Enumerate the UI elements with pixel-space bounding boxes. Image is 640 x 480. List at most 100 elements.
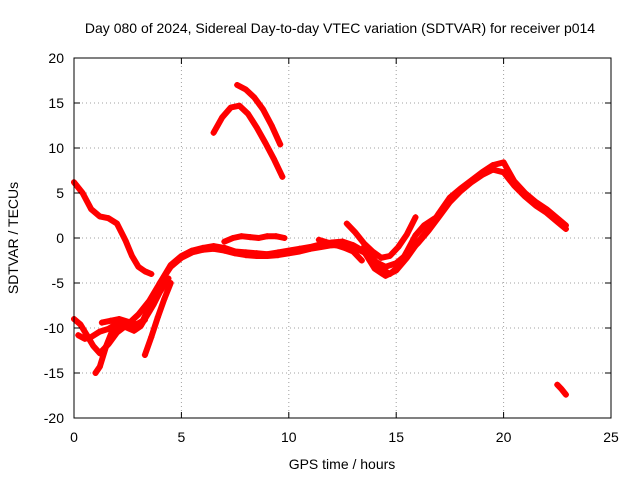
data-point <box>199 244 206 251</box>
data-series-arc-13 <box>554 381 569 398</box>
data-point <box>122 237 129 244</box>
data-point <box>244 110 251 117</box>
data-point <box>558 386 565 393</box>
data-point <box>562 391 569 398</box>
data-point <box>210 243 217 250</box>
data-point <box>210 129 217 136</box>
data-point <box>124 318 131 325</box>
data-point <box>242 249 249 256</box>
data-point <box>81 335 88 342</box>
x-tick-label: 15 <box>388 429 404 445</box>
data-point <box>253 124 260 131</box>
data-point <box>315 236 322 243</box>
data-point <box>98 319 105 326</box>
data-point <box>446 194 453 201</box>
data-point <box>133 321 140 328</box>
data-point <box>227 104 234 111</box>
data-point <box>296 245 303 252</box>
data-point <box>262 139 269 146</box>
data-point <box>378 254 385 261</box>
data-point <box>369 254 376 261</box>
data-point <box>238 233 245 240</box>
data-point <box>90 343 97 349</box>
data-point <box>511 178 518 185</box>
data-point <box>109 326 116 333</box>
data-series-arc-9 <box>221 233 288 245</box>
data-point <box>414 239 421 246</box>
data-point <box>403 248 410 255</box>
data-point <box>395 244 402 250</box>
data-point <box>479 169 486 176</box>
data-point <box>113 329 120 336</box>
data-point <box>253 250 260 257</box>
data-point <box>275 249 282 256</box>
data-point <box>352 229 359 236</box>
data-point <box>135 263 142 270</box>
data-point <box>141 352 148 358</box>
data-point <box>242 86 249 93</box>
data-point <box>436 209 443 216</box>
data-series-arc-11 <box>343 214 419 261</box>
data-layer <box>71 82 569 398</box>
data-point <box>350 248 357 255</box>
data-series-arc-6 <box>141 280 174 358</box>
data-point <box>333 242 340 249</box>
data-point <box>412 214 419 221</box>
y-tick-label: 20 <box>48 50 64 66</box>
data-point <box>131 327 138 334</box>
data-series-arc-7 <box>210 102 286 180</box>
data-point <box>219 114 226 121</box>
data-point <box>77 321 84 328</box>
y-tick-label: -10 <box>44 320 64 336</box>
data-point <box>425 226 432 232</box>
data-point <box>281 235 288 241</box>
x-tick-label: 25 <box>603 429 619 445</box>
data-point <box>500 159 507 166</box>
data-point <box>360 244 367 250</box>
data-point <box>88 206 95 213</box>
data-series-arc-5 <box>98 316 148 328</box>
data-point <box>251 94 258 101</box>
y-tick-label: -5 <box>52 275 65 291</box>
data-point <box>343 220 350 227</box>
data-series-arc-8 <box>234 82 284 148</box>
y-tick-label: -15 <box>44 365 64 381</box>
data-point <box>135 311 142 318</box>
data-series-arc-12 <box>360 215 438 277</box>
y-tick-label: 5 <box>56 185 64 201</box>
data-point <box>103 343 110 349</box>
data-point <box>543 206 550 213</box>
data-point <box>421 222 428 229</box>
data-point <box>92 370 99 376</box>
data-point <box>307 244 314 250</box>
data-point <box>270 155 277 162</box>
data-point <box>96 328 103 335</box>
data-point <box>232 248 239 255</box>
data-point <box>154 314 161 321</box>
data-point <box>268 122 275 129</box>
data-point <box>96 363 103 370</box>
data-point <box>489 162 496 169</box>
data-point <box>113 220 120 227</box>
data-point <box>141 316 148 323</box>
data-point <box>161 296 168 303</box>
data-point <box>554 215 561 222</box>
data-point <box>79 190 86 196</box>
data-point <box>156 289 163 295</box>
data-point <box>264 233 271 240</box>
x-tick-label: 0 <box>70 429 78 445</box>
data-point <box>156 280 163 286</box>
data-point <box>386 253 393 259</box>
data-point <box>358 257 365 264</box>
data-point <box>124 325 131 331</box>
y-tick-label: 15 <box>48 95 64 111</box>
data-point <box>341 244 348 251</box>
data-series-arc-10 <box>315 236 365 264</box>
data-point <box>128 253 135 259</box>
data-point <box>457 185 464 192</box>
data-point <box>264 251 271 258</box>
data-point <box>221 238 228 245</box>
data-point <box>324 239 331 246</box>
data-point <box>500 169 507 176</box>
data-point <box>236 102 243 109</box>
